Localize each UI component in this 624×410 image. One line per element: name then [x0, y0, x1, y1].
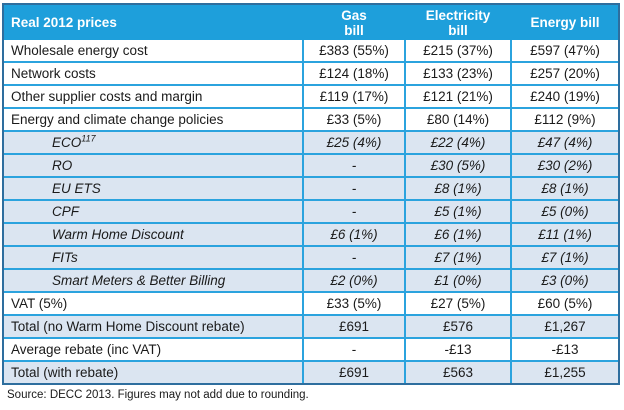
row-label: Energy and climate change policies	[4, 109, 302, 130]
electricity-bill-value: £121 (21%)	[406, 86, 510, 107]
gas-bill-value: £691	[304, 362, 404, 383]
gas-bill-value: £383 (55%)	[304, 40, 404, 61]
energy-bill-value: £47 (4%)	[512, 132, 618, 153]
energy-bill-value: £60 (5%)	[512, 293, 618, 314]
header-real-2012-prices: Real 2012 prices	[4, 5, 302, 40]
energy-bill-value: £5 (0%)	[512, 201, 618, 222]
gas-bill-value: £33 (5%)	[304, 109, 404, 130]
electricity-bill-value: £215 (37%)	[406, 40, 510, 61]
electricity-bill-value: £8 (1%)	[406, 178, 510, 199]
energy-bill-value: £7 (1%)	[512, 247, 618, 268]
table-body: Wholesale energy cost £383 (55%) £215 (37%…	[4, 40, 618, 383]
row-label: Total (with rebate)	[4, 362, 302, 383]
row-label: RO	[4, 155, 302, 176]
row-label: Smart Meters & Better Billing	[4, 270, 302, 291]
gas-bill-value: -	[304, 201, 404, 222]
gas-bill-value: £119 (17%)	[304, 86, 404, 107]
header-gas-bill: Gas bill	[304, 5, 404, 40]
row-label: VAT (5%)	[4, 293, 302, 314]
gas-bill-value: £25 (4%)	[304, 132, 404, 153]
electricity-bill-value: £27 (5%)	[406, 293, 510, 314]
gas-bill-value: -	[304, 155, 404, 176]
electricity-bill-value: £7 (1%)	[406, 247, 510, 268]
gas-bill-value: -	[304, 178, 404, 199]
electricity-bill-value: £1 (0%)	[406, 270, 510, 291]
electricity-bill-value: £22 (4%)	[406, 132, 510, 153]
electricity-bill-value: £6 (1%)	[406, 224, 510, 245]
energy-bill-value: £1,267	[512, 316, 618, 337]
energy-bill-value: £30 (2%)	[512, 155, 618, 176]
energy-bill-value: -£13	[512, 339, 618, 360]
header-energy-bill: Energy bill	[512, 5, 618, 40]
row-label: Average rebate (inc VAT)	[4, 339, 302, 360]
row-label: EU ETS	[4, 178, 302, 199]
gas-bill-value: £33 (5%)	[304, 293, 404, 314]
gas-bill-value: £2 (0%)	[304, 270, 404, 291]
electricity-bill-value: £5 (1%)	[406, 201, 510, 222]
electricity-bill-value: £30 (5%)	[406, 155, 510, 176]
row-label: Network costs	[4, 63, 302, 84]
row-label: FITs	[4, 247, 302, 268]
gas-bill-value: -	[304, 339, 404, 360]
row-label: Warm Home Discount	[4, 224, 302, 245]
energy-bill-value: £1,255	[512, 362, 618, 383]
footnote-reference: 117	[81, 133, 96, 144]
energy-bill-value: £3 (0%)	[512, 270, 618, 291]
energy-bill-value: £8 (1%)	[512, 178, 618, 199]
energy-bill-breakdown-table: Real 2012 prices Gas bill Electricity bi…	[2, 3, 620, 385]
row-label: ECO117	[4, 132, 302, 153]
energy-bill-value: £597 (47%)	[512, 40, 618, 61]
row-label: Wholesale energy cost	[4, 40, 302, 61]
table-header-row: Real 2012 prices Gas bill Electricity bi…	[4, 5, 618, 40]
row-label: CPF	[4, 201, 302, 222]
electricity-bill-value: -£13	[406, 339, 510, 360]
source-note: Source: DECC 2013. Figures may not add d…	[7, 389, 309, 401]
energy-bill-value: £112 (9%)	[512, 109, 618, 130]
gas-bill-value: £124 (18%)	[304, 63, 404, 84]
energy-bill-value: £240 (19%)	[512, 86, 618, 107]
row-label: Total (no Warm Home Discount rebate)	[4, 316, 302, 337]
electricity-bill-value: £133 (23%)	[406, 63, 510, 84]
gas-bill-value: £691	[304, 316, 404, 337]
header-electricity-bill: Electricity bill	[406, 5, 510, 40]
energy-bill-value: £11 (1%)	[512, 224, 618, 245]
energy-bill-value: £257 (20%)	[512, 63, 618, 84]
electricity-bill-value: £563	[406, 362, 510, 383]
row-label: Other supplier costs and margin	[4, 86, 302, 107]
gas-bill-value: -	[304, 247, 404, 268]
gas-bill-value: £6 (1%)	[304, 224, 404, 245]
electricity-bill-value: £80 (14%)	[406, 109, 510, 130]
electricity-bill-value: £576	[406, 316, 510, 337]
